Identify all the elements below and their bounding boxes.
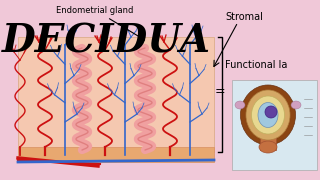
Bar: [18, 37, 214, 152]
Ellipse shape: [246, 90, 290, 140]
Ellipse shape: [241, 85, 295, 145]
Text: Endometrial gland: Endometrial gland: [56, 6, 145, 40]
Text: Functional la: Functional la: [225, 60, 287, 70]
Ellipse shape: [258, 102, 278, 127]
Ellipse shape: [259, 141, 277, 153]
Ellipse shape: [265, 106, 277, 118]
Bar: [260, 125, 276, 150]
Text: =: =: [215, 86, 225, 98]
Ellipse shape: [291, 101, 301, 109]
Text: DECIDUA: DECIDUA: [2, 22, 211, 60]
Ellipse shape: [252, 96, 284, 134]
Bar: [18, 147, 214, 162]
Bar: [232, 80, 317, 170]
Ellipse shape: [235, 101, 245, 109]
Text: Stromal: Stromal: [225, 12, 263, 22]
